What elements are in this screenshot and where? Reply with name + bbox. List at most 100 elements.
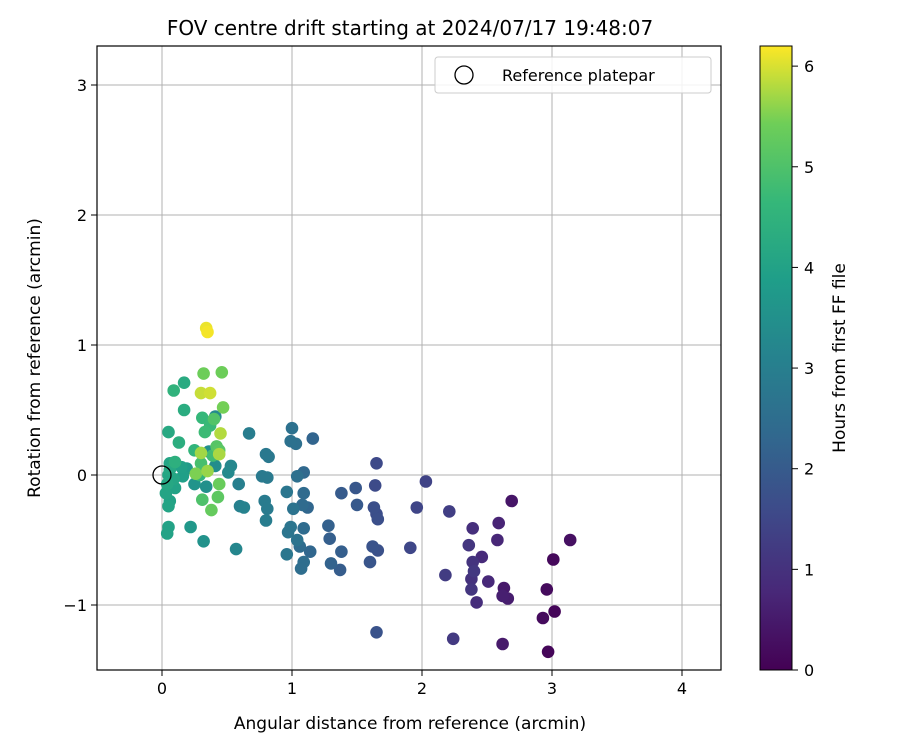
data-point	[172, 436, 186, 449]
colorbar-ticks: 0 1 2 3 4 5 6	[792, 57, 814, 680]
data-point	[294, 562, 308, 575]
y-tick-label: 3	[77, 76, 87, 95]
data-point	[482, 575, 495, 588]
data-point	[322, 519, 335, 532]
data-point	[446, 632, 460, 646]
data-point	[201, 464, 214, 478]
data-point	[363, 555, 377, 569]
data-point	[547, 553, 560, 566]
data-point	[207, 412, 221, 426]
legend-entry-reference: Reference platepar	[502, 66, 655, 85]
data-point	[470, 596, 483, 609]
colorbar-tick-label: 0	[804, 661, 814, 680]
y-tick-label: 0	[77, 466, 87, 485]
data-point	[194, 446, 208, 460]
data-point	[177, 376, 191, 390]
data-point	[255, 470, 269, 483]
data-point	[194, 386, 208, 400]
data-point	[281, 525, 295, 539]
data-point	[366, 540, 379, 553]
data-point	[201, 325, 214, 339]
data-point	[443, 505, 456, 518]
y-axis-ticks: −1 0 1 2 3	[63, 76, 97, 615]
data-point	[162, 499, 175, 513]
data-point	[162, 425, 175, 439]
x-tick-label: 0	[157, 679, 167, 698]
data-point	[196, 493, 209, 507]
data-point	[370, 626, 383, 639]
data-point	[323, 532, 337, 545]
data-point	[284, 434, 298, 448]
data-point	[370, 457, 383, 470]
data-point	[563, 533, 577, 547]
colorbar-gradient	[759, 45, 793, 671]
data-point	[505, 494, 518, 508]
data-point	[303, 545, 317, 558]
data-point	[205, 503, 218, 517]
data-point	[290, 470, 304, 483]
data-point	[297, 522, 311, 535]
data-point	[198, 425, 212, 439]
chart-title: FOV centre drift starting at 2024/07/17 …	[167, 16, 653, 40]
data-point	[197, 367, 210, 380]
data-point	[167, 384, 180, 397]
data-point	[324, 557, 338, 570]
data-point	[462, 538, 476, 552]
data-point	[197, 535, 210, 548]
data-point	[350, 498, 364, 512]
data-point	[541, 645, 555, 659]
data-point	[203, 386, 217, 400]
data-point	[439, 568, 452, 582]
data-point	[540, 583, 554, 596]
data-point	[297, 486, 311, 500]
data-point	[335, 486, 348, 500]
data-point	[285, 421, 299, 435]
data-point	[259, 514, 273, 527]
data-point	[280, 548, 294, 561]
y-axis-label: Rotation from reference (arcmin)	[25, 218, 45, 498]
colorbar-tick-label: 4	[804, 258, 814, 277]
colorbar-label: Hours from first FF file	[830, 263, 850, 453]
x-tick-label: 4	[677, 679, 687, 698]
data-point	[222, 466, 235, 479]
legend-marker-open-circle	[454, 65, 474, 85]
data-point	[189, 467, 203, 481]
data-point	[367, 501, 381, 514]
data-point	[216, 401, 230, 414]
data-point	[212, 477, 226, 491]
data-point	[349, 481, 363, 495]
data-point	[536, 611, 550, 625]
data-point	[467, 564, 481, 578]
data-point	[371, 512, 385, 526]
data-point	[211, 490, 225, 504]
data-point	[199, 480, 213, 494]
data-point	[548, 605, 561, 618]
data-point	[160, 527, 174, 540]
colorbar-tick-label: 3	[804, 359, 814, 378]
colorbar-tick-label: 1	[804, 560, 814, 579]
data-point	[404, 541, 417, 555]
colorbar-tick-label: 6	[804, 57, 814, 76]
data-point	[335, 545, 348, 558]
colorbar-tick-label: 2	[804, 460, 814, 479]
data-point	[465, 583, 478, 596]
data-point	[261, 502, 274, 516]
data-point	[419, 475, 433, 488]
grid	[97, 46, 721, 670]
data-points	[159, 321, 577, 659]
colorbar-tick-label: 5	[804, 158, 814, 177]
data-point	[232, 477, 245, 491]
data-point	[491, 533, 504, 547]
y-tick-label: −1	[63, 596, 87, 615]
data-point	[160, 477, 174, 491]
y-tick-label: 2	[77, 206, 87, 225]
legend: Reference platepar	[434, 56, 712, 94]
data-point	[496, 637, 509, 651]
x-tick-label: 3	[547, 679, 557, 698]
colorbar: 0 1 2 3 4 5 6 Hours from first FF file	[759, 45, 850, 680]
data-point	[368, 479, 382, 492]
data-point	[410, 501, 424, 514]
data-point	[184, 520, 197, 534]
data-point	[306, 432, 320, 445]
